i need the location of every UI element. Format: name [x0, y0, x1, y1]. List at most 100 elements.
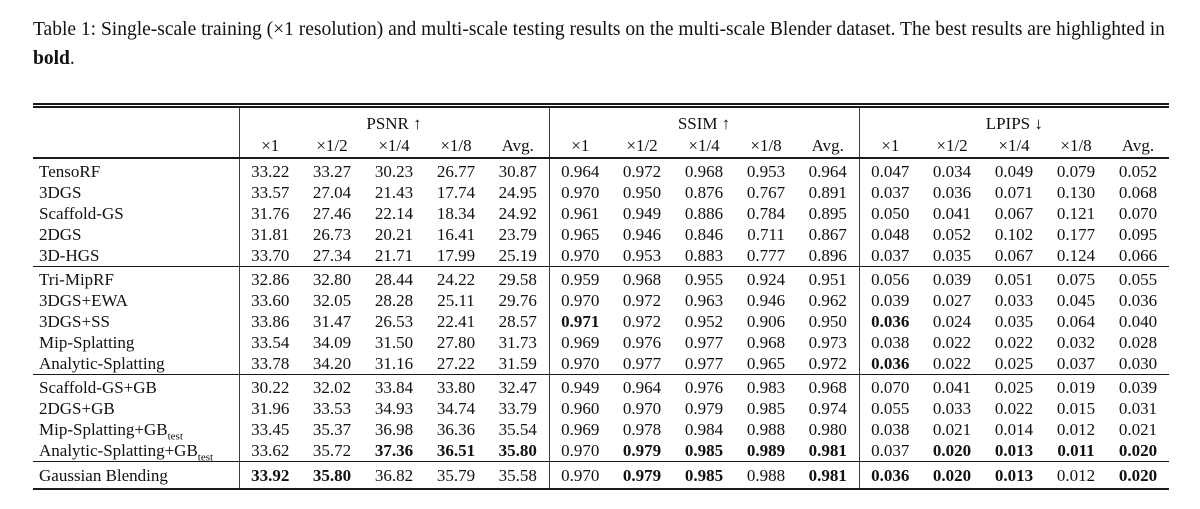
lpips-value-cell: 0.035: [994, 312, 1034, 331]
method-name: 3DGS+EWA: [33, 290, 239, 311]
ssim-value-cell: 0.972: [808, 354, 847, 373]
lpips-value-cell: 0.020: [1118, 441, 1158, 460]
ssim-value-cell: 0.977: [684, 354, 724, 373]
psnr-value-cell: 18.34: [436, 204, 476, 223]
ssim-value-cell: 0.964: [622, 378, 662, 397]
caption-bold-word: bold: [33, 47, 70, 69]
lpips-value-cell: 0.070: [858, 374, 922, 398]
psnr-value-cell: 33.62: [238, 440, 301, 462]
psnr-value-cell: 35.54: [498, 420, 537, 439]
psnr-value-cell: 31.16: [374, 354, 414, 373]
ssim-value-cell: 0.953: [622, 246, 662, 265]
psnr-value-cell: 16.41: [436, 225, 476, 244]
lpips-value-cell: 0.032: [1056, 333, 1096, 352]
ssim-value-cell: 0.970: [548, 353, 612, 375]
psnr-value-cell: 33.84: [374, 378, 414, 397]
psnr-value-cell: 17.74: [436, 183, 476, 202]
lpips-value-cell: 0.055: [1118, 270, 1158, 289]
psnr-value-cell: 35.37: [312, 420, 352, 439]
psnr-value-cell: 31.81: [238, 224, 301, 245]
psnr-value-cell: 34.74: [436, 399, 476, 418]
psnr-value-cell: 33.80: [436, 378, 476, 397]
ssim-value-cell: 0.955: [684, 270, 724, 289]
ssim-value-cell: 0.979: [622, 441, 662, 460]
scale-header-lpips-x1-2: ×1/2: [936, 136, 968, 155]
lpips-value-cell: 0.020: [1118, 466, 1158, 485]
psnr-value-cell: 17.99: [436, 246, 476, 265]
scale-header-psnr-x1-8: ×1/8: [440, 136, 472, 155]
ssim-value-cell: 0.981: [808, 441, 847, 460]
table-body: TensoRF 33.22 33.27 30.23 26.77 30.87 0.964 0.9…: [33, 158, 1170, 489]
lpips-value-cell: 0.049: [994, 162, 1034, 181]
lpips-value-cell: 0.012: [1056, 420, 1096, 439]
ssim-value-cell: 0.976: [684, 378, 724, 397]
lpips-value-cell: 0.015: [1056, 399, 1096, 418]
lpips-value-cell: 0.037: [858, 440, 922, 462]
ssim-value-cell: 0.950: [622, 183, 662, 202]
ssim-value-cell: 0.946: [622, 225, 662, 244]
method-label: 2DGS: [39, 225, 82, 244]
lpips-value-cell: 0.011: [1057, 441, 1095, 460]
psnr-value-cell: 32.80: [312, 270, 352, 289]
ssim-value-cell: 0.895: [808, 204, 847, 223]
lpips-value-cell: 0.056: [858, 266, 922, 290]
ssim-value-cell: 0.972: [622, 291, 662, 310]
lpips-value-cell: 0.055: [858, 398, 922, 419]
lpips-value-cell: 0.121: [1056, 204, 1096, 223]
lpips-value-cell: 0.066: [1118, 246, 1158, 265]
scale-header-lpips-x1-8: ×1/8: [1060, 136, 1092, 155]
lpips-value-cell: 0.071: [994, 183, 1034, 202]
lpips-value-cell: 0.036: [858, 461, 922, 489]
psnr-value-cell: 32.47: [498, 378, 537, 397]
method-label: 3DGS+SS: [39, 312, 111, 331]
lpips-value-cell: 0.038: [858, 419, 922, 440]
psnr-value-cell: 23.79: [498, 225, 537, 244]
ssim-value-cell: 0.959: [548, 266, 612, 290]
psnr-value-cell: 36.98: [374, 420, 414, 439]
ssim-value-cell: 0.970: [548, 440, 612, 462]
psnr-value-cell: 32.86: [238, 266, 301, 290]
lpips-value-cell: 0.034: [932, 162, 972, 181]
ssim-value-cell: 0.979: [622, 466, 662, 485]
lpips-value-cell: 0.095: [1118, 225, 1158, 244]
table-row: Scaffold-GS+GB 30.22 32.02 33.84 33.80 32.47 0…: [33, 374, 1170, 398]
ssim-value-cell: 0.965: [548, 224, 612, 245]
method-name: 3DGS: [33, 182, 239, 203]
table-row: Scaffold-GS 31.76 27.46 22.14 18.34 24.92 0.96…: [33, 203, 1169, 224]
ssim-value-cell: 0.970: [548, 461, 612, 489]
psnr-value-cell: 34.09: [312, 333, 352, 352]
lpips-value-cell: 0.035: [932, 246, 972, 265]
caption-text: Table 1: Single-scale training (×1 resol…: [33, 19, 1165, 40]
table-row: 3DGS+SS 33.86 31.47 26.53 22.41 28.57 0.971 0.9…: [33, 311, 1169, 332]
ssim-value-cell: 0.968: [746, 333, 786, 352]
table-row: Analytic-Splatting+GBtest 33.62 35.72 37.36…: [33, 440, 1169, 462]
scale-header-ssim-x1-4: ×1/4: [688, 136, 720, 155]
psnr-value-cell: 29.58: [498, 270, 537, 289]
psnr-value-cell: 33.92: [238, 461, 301, 489]
method-label: 3DGS: [39, 183, 82, 202]
psnr-value-cell: 32.02: [312, 378, 352, 397]
lpips-value-cell: 0.067: [994, 204, 1034, 223]
psnr-value-cell: 31.50: [374, 333, 414, 352]
ssim-value-cell: 0.974: [808, 399, 847, 418]
psnr-value-cell: 25.19: [498, 246, 537, 265]
psnr-value-cell: 33.53: [312, 399, 352, 418]
lpips-value-cell: 0.102: [994, 225, 1034, 244]
lpips-value-cell: 0.045: [1056, 291, 1096, 310]
table-row: Tri-MipRF 32.86 32.80 28.44 24.22 29.58 0.959 0…: [33, 266, 1170, 290]
method-label: Analytic-Splatting+GB: [39, 441, 198, 460]
ssim-value-cell: 0.985: [684, 466, 724, 485]
psnr-value-cell: 36.36: [436, 420, 476, 439]
table-row: Gaussian Blending 33.92 35.80 36.82 35.79 35.…: [33, 461, 1170, 489]
lpips-value-cell: 0.041: [932, 378, 972, 397]
lpips-value-cell: 0.068: [1118, 183, 1158, 202]
psnr-value-cell: 33.54: [238, 332, 301, 353]
psnr-value-cell: 24.92: [498, 204, 537, 223]
metric-header-lpips: LPIPS ↓: [858, 105, 1170, 135]
ssim-value-cell: 0.964: [808, 162, 847, 181]
psnr-value-cell: 22.14: [374, 204, 414, 223]
ssim-value-cell: 0.876: [684, 183, 724, 202]
lpips-value-cell: 0.020: [932, 466, 972, 485]
method-name: 2DGS: [33, 224, 239, 245]
ssim-value-cell: 0.977: [684, 333, 724, 352]
